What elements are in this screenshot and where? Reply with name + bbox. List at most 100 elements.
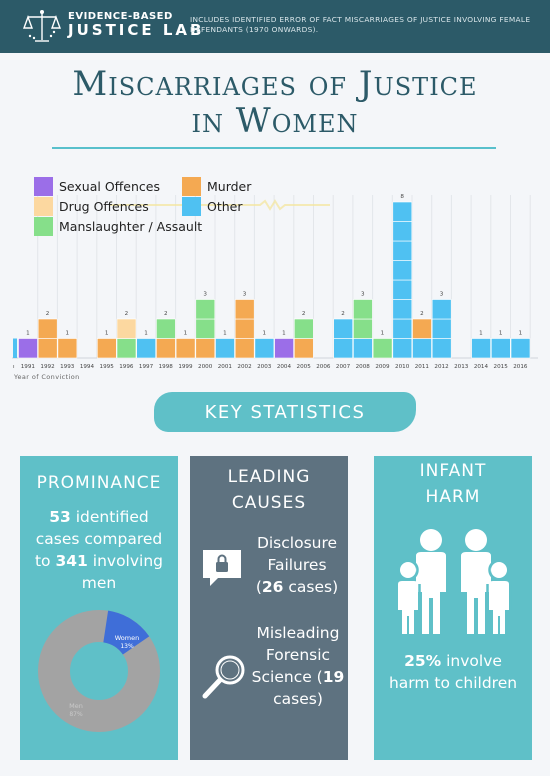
donut-pct-women: 13% — [120, 643, 134, 650]
legend-swatch-drug — [34, 197, 53, 216]
bar-segment-other — [490, 338, 511, 359]
bar-segment-sexual — [18, 338, 38, 359]
prominance-text-2: involving men — [81, 552, 164, 592]
prominance-panel: PROMINANCE 53 identified cases compared … — [20, 456, 178, 760]
misleading-forensic-label: Misleading Forensic Science ( — [251, 624, 340, 686]
page-title-line-2: in Women — [191, 101, 359, 141]
bar-segment-murder — [234, 338, 255, 359]
bar-value-label: 1 — [499, 331, 503, 337]
header-note: Includes identified error of fact miscar… — [190, 15, 531, 34]
bar-segment-other — [431, 318, 452, 339]
bar-segment-manslaughter — [156, 318, 176, 339]
bar-value-label: 2 — [341, 311, 345, 317]
leading-causes-title-1: LEADING — [227, 467, 311, 487]
bar-segment-murder — [156, 338, 176, 359]
infant-harm-title: INFANT HARM — [374, 458, 532, 510]
bar-segment-manslaughter — [293, 318, 314, 339]
bar-segment-manslaughter — [195, 318, 216, 339]
bar-segment-other — [392, 260, 413, 281]
bar-value-label: 1 — [262, 331, 266, 337]
women-vs-men-donut-chart: Women 13% Men 87% — [38, 610, 160, 732]
bar-segment-other — [392, 318, 413, 339]
bar-value-label: 1 — [282, 331, 286, 337]
legend-label-other: Other — [207, 199, 243, 214]
bar-segment-manslaughter — [372, 338, 393, 359]
chart-bars — [13, 201, 531, 359]
infant-harm-panel: INFANT HARM 25% involve harm to children — [374, 456, 532, 760]
x-tick-label: 2006 — [316, 364, 331, 370]
bar-value-label: 3 — [243, 292, 247, 298]
bar-segment-murder — [37, 318, 58, 339]
bar-segment-murder — [195, 338, 216, 359]
x-tick-label: 2008 — [356, 364, 371, 370]
logo-line-2: JUSTICE LAB — [68, 20, 205, 39]
bar-segment-other — [471, 338, 491, 359]
x-tick-label: 1998 — [159, 364, 174, 370]
bar-value-label: 2 — [164, 311, 168, 317]
disclosure-failures-count: 26 — [261, 578, 284, 596]
donut-slice-women — [103, 610, 150, 655]
x-tick-label: 2002 — [237, 364, 251, 370]
x-tick-label: 2014 — [474, 364, 489, 370]
men-case-count: 341 — [55, 552, 88, 570]
legend-item-drug: Drug Offences — [34, 197, 149, 216]
bar-segment-murder — [175, 338, 196, 359]
infant-harm-title-2: HARM — [425, 487, 481, 507]
bar-segment-murder — [234, 318, 255, 339]
page-title: Miscarriages of Justice in Women — [0, 66, 550, 140]
bar-segment-other — [333, 338, 354, 359]
bar-segment-murder — [57, 338, 78, 359]
infant-harm-title-1: INFANT — [419, 461, 487, 481]
legend-label-manslaughter: Manslaughter / Assault — [59, 219, 203, 234]
bar-value-label: 3 — [440, 292, 444, 298]
leading-causes-panel: LEADING CAUSES Disclosure Failures (26 c… — [190, 456, 348, 760]
chart-value-labels: 1 2 1 1 2 1 2 1 3 1 3 1 1 2 2 3 1 8 2 3 1 1 1 — [26, 194, 522, 337]
bar-segment-other — [136, 338, 156, 359]
bar-value-label: 1 — [26, 331, 30, 337]
bar-segment-other — [353, 338, 373, 359]
x-tick-label: 2013 — [454, 364, 469, 370]
title-divider — [52, 147, 496, 149]
x-tick-label: 1999 — [178, 364, 193, 370]
page-title-line-1: Miscarriages of Justice — [72, 64, 478, 104]
logo-wordmark: EVIDENCE-BASED JUSTICE LAB — [68, 11, 205, 39]
bar-segment-manslaughter — [195, 299, 216, 320]
legend-item-other: Other — [182, 197, 243, 216]
bar-segment-other — [392, 279, 413, 300]
bar-value-label: 1 — [519, 331, 523, 337]
x-tick-label: 2005 — [297, 364, 312, 370]
x-tick-label: 1996 — [119, 364, 134, 370]
x-tick-label: 2009 — [375, 364, 390, 370]
x-tick-label: 2016 — [513, 364, 528, 370]
x-tick-label: 1993 — [60, 364, 75, 370]
legend-swatch-murder — [182, 177, 201, 196]
legend-item-manslaughter: Manslaughter / Assault — [34, 217, 202, 236]
bar-segment-other — [392, 201, 413, 222]
prominance-text: 53 identified cases compared to 341 invo… — [30, 506, 168, 594]
bar-value-label: 1 — [144, 331, 148, 337]
bar-segment-other — [392, 240, 413, 261]
bar-value-label: 1 — [479, 331, 483, 337]
bar-segment-other — [254, 338, 275, 359]
legend-swatch-manslaughter — [34, 217, 53, 236]
infant-harm-label: involve harm to children — [388, 652, 518, 692]
bar-value-label: 3 — [361, 292, 365, 298]
prominance-title: PROMINANCE — [36, 473, 162, 493]
bar-segment-murder — [37, 338, 58, 359]
women-case-count: 53 — [49, 508, 71, 526]
infant-harm-text: 25% involve harm to children — [382, 650, 524, 694]
locked-chat-icon — [203, 550, 241, 586]
legend-label-drug: Drug Offences — [59, 199, 149, 214]
infant-harm-percent: 25% — [404, 652, 442, 670]
x-tick-label: 2015 — [494, 364, 509, 370]
prominance-text-1: identified cases compared to — [34, 508, 163, 570]
bar-segment-manslaughter — [116, 338, 137, 359]
x-tick-label: 1997 — [139, 364, 154, 370]
chart-legend: Sexual Offences Murder Drug Offences Oth… — [34, 177, 334, 237]
x-tick-label: 2010 — [395, 364, 410, 370]
donut-label-women: Women — [115, 634, 139, 642]
bar-value-label: 1 — [381, 331, 385, 337]
bar-segment-other — [392, 221, 413, 242]
magnifying-glass-icon — [202, 655, 245, 699]
bar-segment-other — [431, 299, 452, 320]
